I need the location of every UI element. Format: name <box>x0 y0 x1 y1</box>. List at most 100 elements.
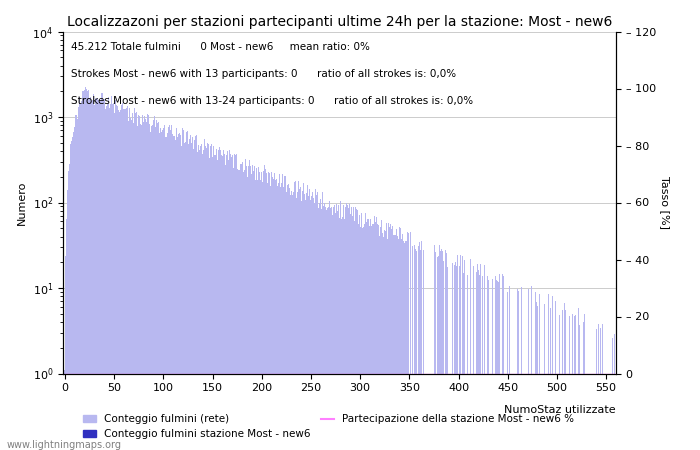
Bar <box>382 233 384 450</box>
Bar <box>209 158 210 450</box>
Bar <box>454 266 455 450</box>
Bar <box>134 108 135 450</box>
Bar <box>256 168 258 450</box>
Bar <box>92 100 93 450</box>
Bar <box>199 150 200 450</box>
Bar <box>327 207 328 450</box>
Bar <box>326 210 327 450</box>
Bar <box>336 204 337 450</box>
Bar <box>393 235 394 450</box>
Bar <box>94 105 95 450</box>
Bar <box>173 136 174 450</box>
Bar <box>105 109 106 450</box>
Bar <box>222 156 223 450</box>
Bar <box>482 275 483 450</box>
Bar <box>84 90 85 450</box>
Bar <box>140 125 141 450</box>
Bar <box>146 122 147 450</box>
Bar <box>103 101 104 450</box>
Bar <box>283 187 284 450</box>
Bar <box>74 127 76 450</box>
Bar <box>374 216 375 450</box>
Bar <box>228 160 229 450</box>
Bar <box>367 219 368 450</box>
Bar <box>271 172 272 450</box>
Bar <box>410 232 411 450</box>
Bar <box>346 203 347 450</box>
Bar <box>575 315 576 450</box>
Bar <box>306 193 307 450</box>
Bar <box>370 219 372 450</box>
Bar <box>298 181 299 450</box>
Bar <box>280 187 281 450</box>
Bar <box>259 172 260 450</box>
Bar <box>473 266 474 450</box>
Bar <box>122 109 123 450</box>
Bar <box>249 160 251 450</box>
Bar <box>229 150 230 450</box>
Bar <box>153 120 154 450</box>
Bar <box>452 263 453 450</box>
Bar <box>578 308 579 450</box>
Bar <box>342 216 343 450</box>
Bar <box>216 149 217 450</box>
Bar <box>441 249 442 450</box>
Bar <box>195 136 196 450</box>
Bar <box>402 234 403 450</box>
Bar <box>463 273 464 450</box>
Bar <box>217 160 218 450</box>
Bar <box>386 223 387 450</box>
Bar <box>477 270 479 450</box>
Bar <box>266 173 267 450</box>
Bar <box>442 251 443 450</box>
Bar <box>377 224 379 450</box>
Bar <box>214 155 215 450</box>
Bar <box>403 241 404 450</box>
Bar <box>321 209 322 450</box>
Bar <box>93 94 94 450</box>
Bar <box>234 155 236 450</box>
Bar <box>116 104 117 450</box>
Bar <box>147 113 148 450</box>
Bar <box>237 169 238 450</box>
Bar <box>460 255 461 450</box>
Bar <box>246 160 248 450</box>
Bar <box>455 261 456 450</box>
Bar <box>239 164 241 450</box>
Bar <box>115 100 116 450</box>
Bar <box>559 315 561 450</box>
Bar <box>286 192 287 450</box>
Bar <box>97 98 98 450</box>
Bar <box>72 137 74 450</box>
Bar <box>210 145 211 450</box>
Bar <box>435 252 436 450</box>
Bar <box>307 196 309 450</box>
Bar <box>183 143 185 450</box>
Bar <box>111 96 112 450</box>
Bar <box>268 172 269 450</box>
Bar <box>419 243 420 450</box>
Bar <box>331 207 332 450</box>
Bar <box>142 115 144 450</box>
Bar <box>264 166 265 450</box>
Bar <box>221 155 222 450</box>
Bar <box>67 190 69 450</box>
Bar <box>112 104 113 450</box>
Bar <box>145 119 146 450</box>
Bar <box>98 100 99 450</box>
Bar <box>64 370 66 450</box>
Bar <box>176 137 178 450</box>
Bar <box>220 150 221 450</box>
Bar <box>379 236 380 450</box>
Bar <box>373 224 374 450</box>
Bar <box>544 304 545 450</box>
Bar <box>79 97 81 450</box>
Bar <box>412 246 413 450</box>
Bar <box>77 119 78 450</box>
Bar <box>600 328 601 450</box>
Bar <box>95 98 96 450</box>
Bar <box>99 103 100 450</box>
Bar <box>157 123 158 450</box>
Bar <box>295 198 297 450</box>
Bar <box>345 207 346 450</box>
